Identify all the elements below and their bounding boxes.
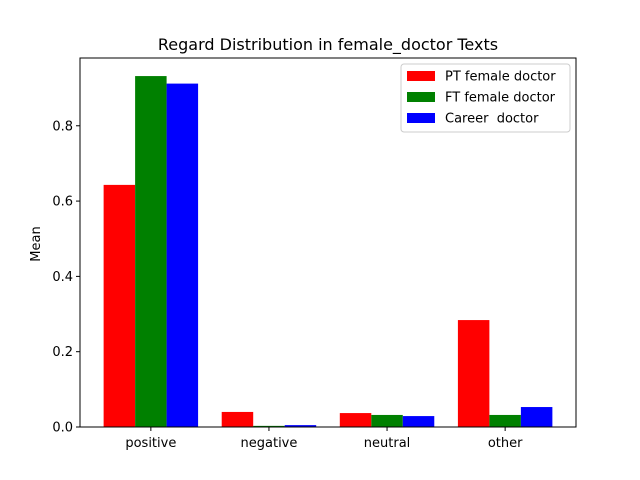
bar-other-series-3 [520, 407, 553, 427]
bar-neutral-series-1 [339, 413, 372, 427]
x-tick-label-other: other [488, 436, 523, 451]
legend-swatch-3 [407, 113, 435, 123]
x-tick-label-negative: negative [241, 436, 298, 451]
bars-group [103, 76, 553, 427]
x-tick-label-positive: positive [125, 436, 176, 451]
bar-negative-series-3 [284, 425, 317, 427]
legend-swatch-1 [407, 71, 435, 81]
legend-label-1: PT female doctor [445, 70, 556, 85]
y-tick-label: 0.4 [52, 270, 73, 285]
legend-label-3: Career doctor [445, 112, 539, 127]
y-tick-label: 0.8 [52, 119, 73, 134]
x-tick-label-neutral: neutral [364, 436, 411, 451]
bar-other-series-1 [457, 320, 490, 427]
bar-neutral-series-3 [402, 416, 435, 427]
legend: PT female doctor FT female doctor Career d… [400, 63, 571, 133]
bar-positive-series-1 [103, 184, 136, 427]
bar-neutral-series-2 [371, 414, 403, 427]
bar-positive-series-2 [135, 76, 167, 427]
y-tick-label: 0.0 [52, 421, 73, 436]
bar-positive-series-3 [166, 83, 199, 427]
y-axis-label: Mean [29, 226, 44, 261]
bar-negative-series-2 [253, 425, 285, 427]
y-tick-label: 0.2 [52, 345, 73, 360]
legend-swatch-2 [407, 92, 435, 102]
y-axis-ticks: 0.0 0.2 0.4 0.6 0.8 [52, 119, 80, 436]
legend-box [400, 63, 571, 133]
chart-title: Regard Distribution in female_doctor Tex… [158, 35, 498, 55]
x-axis-ticks: positive negative neutral other [125, 427, 523, 451]
bar-other-series-2 [489, 414, 521, 427]
legend-label-2: FT female doctor [445, 91, 556, 106]
plot-frame [79, 57, 577, 428]
bar-negative-series-1 [221, 411, 254, 427]
y-tick-label: 0.6 [52, 195, 73, 210]
